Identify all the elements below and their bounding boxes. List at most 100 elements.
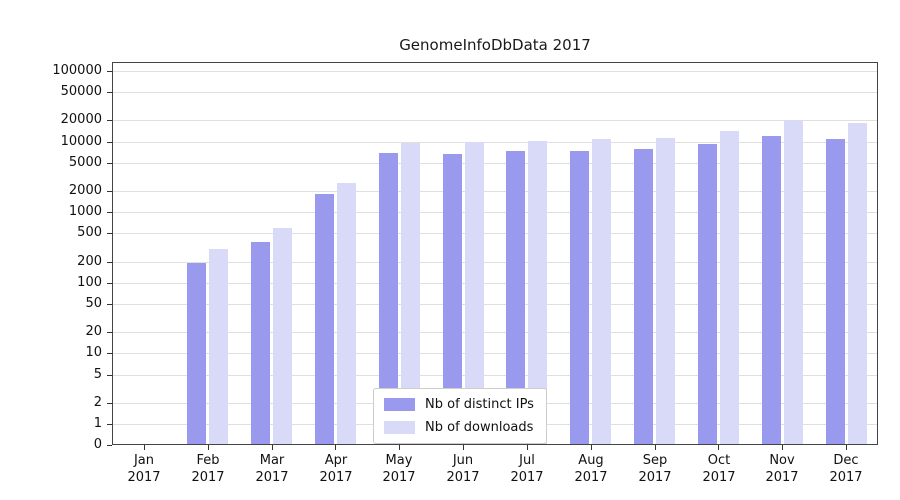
- x-tick-label: Aug 2017: [574, 453, 608, 485]
- gridline: [112, 332, 878, 333]
- bar-downloads: [273, 228, 292, 445]
- x-axis-tick: [463, 445, 464, 450]
- gridline: [112, 142, 878, 143]
- bar-downloads: [848, 123, 867, 445]
- legend-label: Nb of distinct IPs: [425, 397, 534, 412]
- gridline: [112, 92, 878, 93]
- y-tick-label: 2: [93, 395, 102, 410]
- x-tick-label: Jan 2017: [127, 453, 161, 485]
- bar-downloads: [720, 131, 739, 445]
- y-axis-tick: [107, 375, 112, 376]
- x-axis-tick: [144, 445, 145, 450]
- bar-distinct-ips: [251, 242, 270, 445]
- y-tick-label: 500: [77, 225, 102, 240]
- x-axis-tick: [718, 445, 719, 450]
- y-tick-label: 100000: [52, 63, 102, 78]
- y-axis-tick: [107, 445, 112, 446]
- gridline: [112, 262, 878, 263]
- y-tick-label: 50000: [60, 84, 102, 99]
- y-tick-label: 20: [85, 324, 102, 339]
- x-axis-tick: [782, 445, 783, 450]
- y-tick-label: 1: [93, 416, 102, 431]
- y-tick-label: 1000: [68, 204, 102, 219]
- gridline: [112, 283, 878, 284]
- y-axis-tick: [107, 212, 112, 213]
- legend-swatch-downloads: [384, 421, 415, 434]
- x-tick-label: Nov 2017: [765, 453, 799, 485]
- plot-border: [112, 62, 878, 445]
- gridline: [112, 375, 878, 376]
- x-axis-tick: [335, 445, 336, 450]
- legend-item: Nb of downloads: [384, 420, 534, 435]
- bar-distinct-ips: [315, 194, 334, 445]
- bar-distinct-ips: [826, 139, 845, 445]
- x-tick-label: Mar 2017: [255, 453, 289, 485]
- bar-downloads: [592, 139, 611, 445]
- y-axis-tick: [107, 353, 112, 354]
- y-axis-tick: [107, 304, 112, 305]
- x-axis-tick: [208, 445, 209, 450]
- bar-downloads: [656, 138, 675, 445]
- y-axis-tick: [107, 163, 112, 164]
- y-axis-tick: [107, 283, 112, 284]
- gridline: [112, 233, 878, 234]
- bar-distinct-ips: [506, 151, 525, 445]
- y-tick-label: 5: [93, 367, 102, 382]
- chart-title: GenomeInfoDbData 2017: [399, 36, 591, 54]
- x-tick-label: Sep 2017: [638, 453, 672, 485]
- y-tick-label: 100: [77, 275, 102, 290]
- x-axis-tick: [655, 445, 656, 450]
- x-tick-label: Jun 2017: [446, 453, 480, 485]
- y-axis-tick: [107, 332, 112, 333]
- bar-downloads: [401, 143, 420, 445]
- y-tick-label: 0: [93, 437, 102, 452]
- x-axis-tick: [399, 445, 400, 450]
- x-tick-label: May 2017: [382, 453, 416, 485]
- y-tick-label: 10: [85, 345, 102, 360]
- y-tick-label: 10000: [60, 134, 102, 149]
- y-axis-tick: [107, 71, 112, 72]
- legend-item: Nb of distinct IPs: [384, 397, 534, 412]
- gridline: [112, 304, 878, 305]
- bar-distinct-ips: [187, 263, 206, 445]
- gridline: [112, 353, 878, 354]
- x-axis-tick: [272, 445, 273, 450]
- bar-distinct-ips: [570, 151, 589, 445]
- y-tick-label: 2000: [68, 183, 102, 198]
- bar-downloads: [337, 183, 356, 445]
- bar-downloads: [784, 120, 803, 445]
- x-tick-label: Apr 2017: [319, 453, 353, 485]
- legend-swatch-distinct-ips: [384, 398, 415, 411]
- bar-distinct-ips: [698, 144, 717, 445]
- x-axis-tick: [846, 445, 847, 450]
- bar-downloads: [528, 141, 547, 445]
- bar-downloads: [209, 249, 228, 445]
- y-axis-tick: [107, 92, 112, 93]
- y-axis-tick: [107, 403, 112, 404]
- bar-distinct-ips: [443, 154, 462, 445]
- gridline: [112, 212, 878, 213]
- y-axis-tick: [107, 191, 112, 192]
- y-tick-label: 5000: [68, 155, 102, 170]
- gridline: [112, 163, 878, 164]
- y-axis-tick: [107, 120, 112, 121]
- x-axis-tick: [527, 445, 528, 450]
- y-tick-label: 50: [85, 296, 102, 311]
- x-axis-tick: [591, 445, 592, 450]
- x-tick-label: Oct 2017: [702, 453, 736, 485]
- y-axis-tick: [107, 262, 112, 263]
- bar-distinct-ips: [762, 136, 781, 445]
- x-tick-label: Dec 2017: [829, 453, 863, 485]
- y-tick-label: 20000: [60, 112, 102, 127]
- x-tick-label: Jul 2017: [510, 453, 544, 485]
- y-axis-tick: [107, 233, 112, 234]
- bar-downloads: [465, 142, 484, 445]
- bar-distinct-ips: [379, 153, 398, 445]
- y-axis-tick: [107, 142, 112, 143]
- chart-legend: Nb of distinct IPs Nb of downloads: [373, 388, 547, 444]
- gridline: [112, 71, 878, 72]
- x-tick-label: Feb 2017: [191, 453, 225, 485]
- y-tick-label: 200: [77, 254, 102, 269]
- gridline: [112, 120, 878, 121]
